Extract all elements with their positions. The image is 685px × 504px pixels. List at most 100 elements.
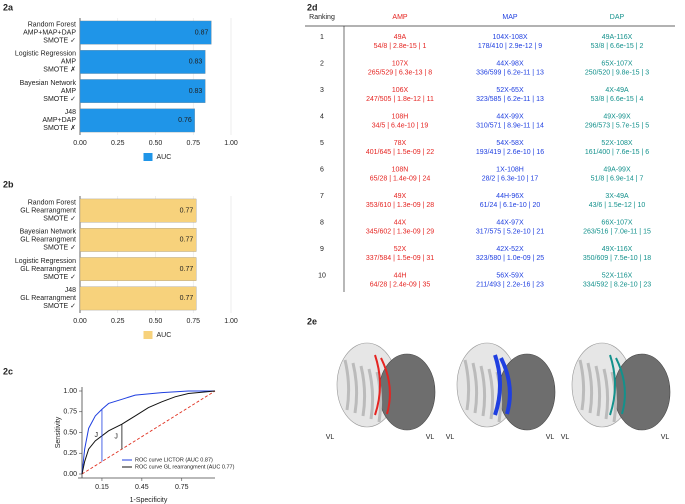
y-tick-label: Bayesian Network [20,80,77,87]
table-cell: 52X [394,246,407,253]
bar [79,108,195,133]
table-cell: 49A-99X [603,166,631,173]
annotation: J [94,432,98,439]
table-cell: 104X-108X [492,34,527,41]
strand [359,365,367,417]
y-tick-label: 0.25 [63,450,77,457]
y-tick-label: SMOTE ✗ [43,66,76,74]
table-cell: 401/645 | 1.5e-09 | 22 [366,149,434,156]
table-cell: 350/609 | 7.5e-10 | 18 [583,255,651,262]
table-cell: 52X-108X [601,140,632,147]
y-tick-label: 1.00 [63,388,77,395]
table-cell: 43/6 | 1.5e-12 | 10 [589,202,646,209]
bar [79,286,197,311]
table-cell: 54/8 | 2.8e-15 | 1 [374,43,427,50]
x-tick-label: 0.25 [111,318,125,325]
legend-label: AUC [157,332,172,339]
bar [79,50,206,74]
strand [343,359,351,411]
x-tick-label: 0.50 [149,318,163,325]
table-cell: 53/8 | 6.6e-15 | 4 [591,96,644,103]
y-tick-label: SMOTE ✓ [43,274,76,281]
strand [367,368,375,420]
table-cell: 8 [320,219,324,226]
chain-label: VL [446,434,455,441]
table-header: DAP [610,14,625,21]
x-tick-label: 1.00 [224,140,238,147]
table-cell: 64/28 | 2.4e-09 | 35 [370,281,431,288]
table-cell: 323/580 | 1.0e-09 | 25 [476,255,544,262]
table-cell: 3X-49A [605,193,629,200]
value-label: 0.83 [189,88,203,95]
x-tick-label: 1.00 [224,318,238,325]
y-tick-label: SMOTE ✓ [43,303,76,310]
value-label: 0.77 [180,237,194,244]
table-cell: 178/410 | 2.9e-12 | 9 [478,43,542,50]
table-cell: 65/28 | 1.4e-09 | 24 [370,175,431,182]
table-cell: 317/575 | 5.2e-10 | 21 [476,228,544,235]
table-cell: 52X-65X [496,87,524,94]
y-tick-label: Random Forest [28,199,76,206]
table-cell: 65X-107X [601,60,632,67]
highlight [609,354,626,416]
y-tick-label: SMOTE ✓ [43,215,76,222]
table-cell: 108N [392,166,409,173]
structure-image [336,342,436,431]
panel-label: 2c [3,366,13,376]
annotation: J [114,433,118,440]
x-tick-label: 0.45 [135,484,149,491]
table-cell: 310/571 | 8.9e-11 | 14 [476,122,544,129]
y-tick-label: AMP [61,88,77,95]
table-cell: 106X [392,87,409,94]
table-cell: 107X [392,60,409,67]
strand [471,362,479,414]
y-tick-label: SMOTE ✓ [43,96,76,103]
table-cell: 5 [320,140,324,147]
table-cell: 53/8 | 6.6e-15 | 2 [591,43,644,50]
table-cell: 56X-59X [496,272,524,279]
table-cell: 336/599 | 6.2e-11 | 13 [476,69,544,76]
y-tick-label: J48 [65,287,76,294]
strand [479,365,487,417]
domain-dark [613,353,671,431]
y-tick-label: Logistic Regression [15,258,76,265]
value-label: 0.76 [178,117,192,124]
table-cell: 265/529 | 6.3e-13 | 8 [368,69,432,76]
y-tick-label: GL Rearrangment [20,295,76,302]
table-cell: 2 [320,60,324,67]
table-cell: 44H-96X [496,193,524,200]
y-tick-label: 0.75 [63,409,77,416]
bar [79,20,212,45]
table-cell: 296/573 | 5.7e-15 | 5 [585,122,649,129]
panel-label: 2b [3,179,14,189]
x-tick-label: 0.50 [149,140,163,147]
value-label: 0.77 [180,295,194,302]
legend-label: ROC curve GL rearrangment (AUC 0.77) [135,464,235,470]
table-cell: 337/584 | 1.5e-09 | 31 [366,255,434,262]
table-cell: 334/592 | 8.2e-10 | 23 [583,281,651,288]
table-cell: 61/24 | 6.1e-10 | 20 [480,202,541,209]
strand [375,371,383,423]
strand [594,365,602,417]
table-cell: 323/585 | 6.2e-11 | 13 [476,96,544,103]
table-cell: 44X-97X [496,219,524,226]
table-cell: 44X [394,219,407,226]
table-cell: 345/602 | 1.3e-09 | 29 [366,228,434,235]
y-tick-label: Random Forest [28,21,76,28]
value-label: 0.77 [180,207,194,214]
structure-image [571,342,671,431]
table-cell: 28/2 | 6.3e-10 | 17 [482,175,539,182]
strand [610,371,618,423]
table-cell: 247/505 | 1.8e-12 | 11 [366,96,434,103]
x-axis-label: 1-Specificity [130,497,168,504]
table-cell: 78X [394,140,407,147]
table-cell: 34/5 | 6.4e-10 | 19 [372,122,429,129]
strand [586,362,594,414]
strand [602,368,610,420]
y-tick-label: AMP+DAP [42,117,76,124]
highlight [493,354,512,416]
table-cell: 66X-107X [601,219,632,226]
table-cell: 193/419 | 2.6e-10 | 16 [476,149,544,156]
table-header: AMP [392,14,408,21]
table-header: Ranking [309,14,335,21]
